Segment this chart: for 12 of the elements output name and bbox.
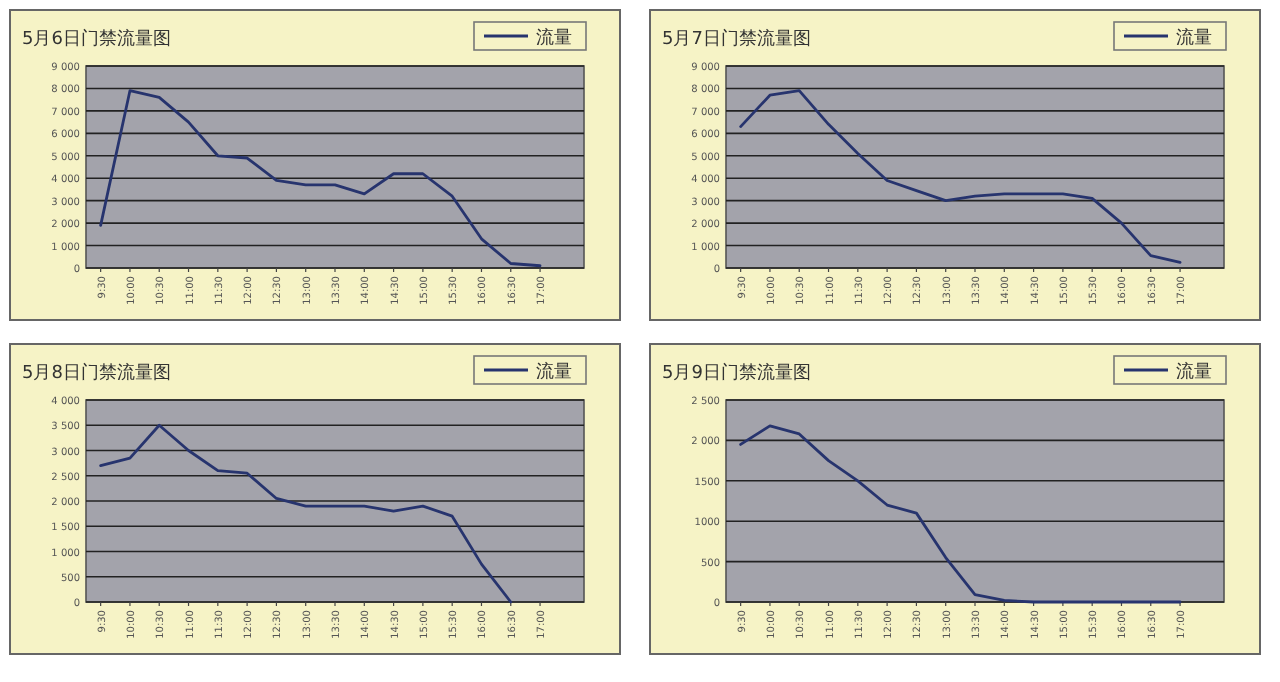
line-series xyxy=(99,89,542,268)
legend-label: 流量 xyxy=(1176,361,1212,383)
line-series xyxy=(739,89,1182,264)
legend-label: 流量 xyxy=(536,27,572,49)
legend-label: 流量 xyxy=(536,361,572,383)
chart-title: 5月9日门禁流量图 xyxy=(662,362,811,384)
line-series xyxy=(739,424,1182,604)
line-series xyxy=(99,423,513,604)
chart-title: 5月6日门禁流量图 xyxy=(22,28,171,50)
chart-title: 5月7日门禁流量图 xyxy=(662,28,811,50)
chart-title: 5月8日门禁流量图 xyxy=(22,362,171,384)
legend-label: 流量 xyxy=(1176,27,1212,49)
